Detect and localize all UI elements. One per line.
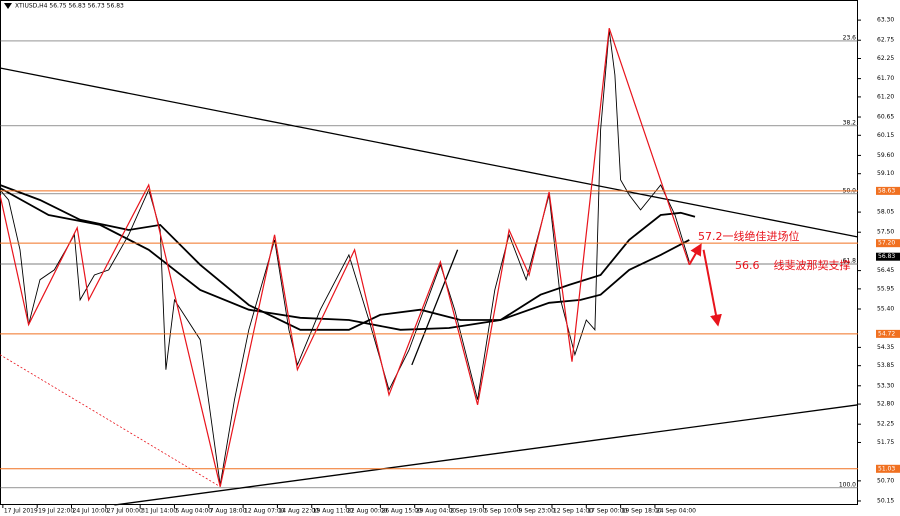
y-tick-label: 52.25 [877,421,894,428]
fib-label: 38.2 [843,119,857,126]
x-tick-label: 5 Aug 04:00 [175,508,212,515]
level-box [876,329,900,338]
y-tick-label: 59.10 [877,170,894,177]
level-box [876,186,900,195]
fib-label: 23.6 [843,34,857,41]
y-tick-label: 52.80 [877,401,894,408]
x-tick-label: 12 Aug 07:00 [244,508,285,515]
y-tick-label: 63.30 [877,17,894,24]
y-tick-label: 55.40 [877,305,894,312]
y-tick-label: 53.85 [877,362,894,369]
current-price-label: 56.83 [878,253,895,260]
x-tick-label: 19 Jul 22:00 [38,508,74,515]
annotation: 57.2一线绝佳进场位 [698,229,800,243]
x-tick-label: 12 Sep 14:00 [553,508,593,515]
level-label: 54.72 [878,330,895,337]
x-tick-label: 5 Sep 10:00 [484,508,520,515]
y-tick-label: 58.05 [877,209,894,216]
y-tick-label: 56.45 [877,267,894,274]
y-tick-label: 51.75 [877,439,894,446]
y-tick-label: 60.65 [877,114,894,121]
fib-label: 100.0 [839,481,856,488]
annotation: 56.6 线斐波那契支撑 [735,258,850,272]
symbol-icon [4,3,12,9]
x-tick-label: 19 Sep 18:00 [622,508,662,515]
x-tick-label: 22 Aug 00:00 [347,508,388,515]
y-tick-label: 60.15 [877,132,894,139]
x-tick-label: 24 Sep 04:00 [656,508,696,515]
trendline [114,404,859,506]
moving-average [0,184,696,331]
level-box [876,239,900,248]
x-tick-label: 17 Sep 00:00 [587,508,627,515]
x-tick-label: 14 Aug 22:00 [278,508,319,515]
x-tick-label: 7 Aug 18:00 [210,508,247,515]
fib-label: 61.8 [843,258,857,265]
x-tick-label: 19 Aug 11:00 [313,508,354,515]
x-tick-label: 24 Jul 10:00 [73,508,109,515]
y-tick-label: 61.70 [877,75,894,82]
chart-title: XTIUSD,H4 56.75 56.83 56.73 56.83 [15,3,124,10]
trendline [411,249,459,366]
y-tick-label: 55.95 [877,285,894,292]
level-label: 58.63 [878,187,895,194]
y-tick-label: 50.15 [877,497,894,504]
trendline [0,67,859,238]
y-tick-label: 53.30 [877,382,894,389]
price-line [0,29,690,485]
x-tick-label: 27 Jul 00:00 [107,508,143,515]
zigzag [0,28,690,487]
x-tick-label: 26 Aug 15:00 [381,508,422,515]
y-tick-label: 50.70 [877,477,894,484]
arrow [688,243,702,266]
y-tick-label: 62.25 [877,55,894,62]
y-tick-label: 61.20 [877,93,894,100]
moving-average [0,187,690,331]
plot-frame [0,0,858,505]
x-tick-label: 9 Sep 23:00 [519,508,555,515]
y-tick-label: 54.35 [877,344,894,351]
y-tick-label: 62.75 [877,37,894,44]
arrow [702,249,722,327]
x-tick-label: 17 Jul 2019 [4,508,38,515]
level-box [876,464,900,473]
trendline [0,354,221,488]
x-tick-label: 2 Sep 19:00 [450,508,486,515]
y-tick-label: 59.60 [877,152,894,159]
x-tick-label: 31 Jul 14:00 [141,508,177,515]
x-tick-label: 29 Aug 04:00 [416,508,457,515]
current-price-box [876,252,900,261]
level-label: 57.20 [878,240,895,247]
level-label: 51.03 [878,465,895,472]
y-tick-label: 57.50 [877,229,894,236]
